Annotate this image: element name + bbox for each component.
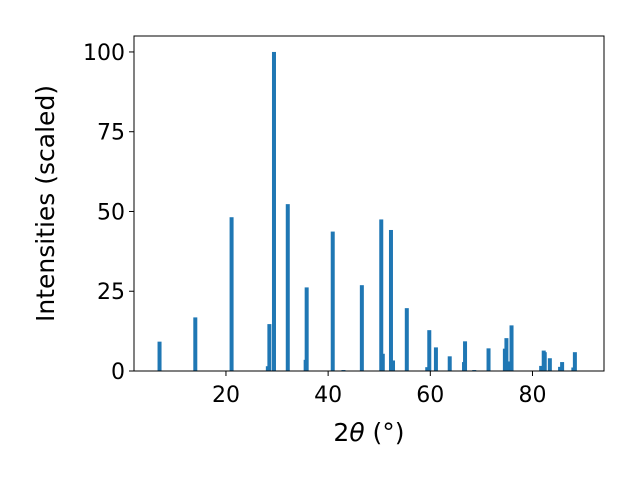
bar <box>486 348 491 371</box>
x-axis: 20 40 60 80 <box>212 371 546 408</box>
bar <box>539 365 544 371</box>
bar <box>304 287 309 371</box>
x-axis-label-unit: (°) <box>365 418 405 447</box>
bar <box>391 360 396 371</box>
bar <box>463 341 468 371</box>
bar <box>380 353 385 371</box>
bar <box>547 358 552 371</box>
y-tick-label: 0 <box>111 360 125 385</box>
x-tick-label: 60 <box>416 383 444 408</box>
y-tick-label: 50 <box>97 200 125 225</box>
y-tick-label: 25 <box>97 280 125 305</box>
bar <box>558 366 563 371</box>
bar <box>379 219 384 371</box>
plot-frame <box>133 35 605 372</box>
bar <box>560 362 565 371</box>
bar <box>330 231 335 371</box>
bar <box>229 217 234 371</box>
bar <box>504 338 509 371</box>
bar <box>542 352 547 371</box>
x-tick-label: 40 <box>314 383 342 408</box>
bar <box>157 341 162 371</box>
bar <box>388 229 393 371</box>
x-tick-label: 20 <box>212 383 240 408</box>
bar <box>271 51 276 371</box>
bar <box>433 347 438 371</box>
y-tick-label: 75 <box>97 121 125 146</box>
y-axis-label: Intensities (scaled) <box>31 85 60 322</box>
bar <box>425 367 430 371</box>
bars <box>157 51 577 371</box>
bar <box>193 317 198 371</box>
x-axis-label-symbol: θ <box>349 418 364 447</box>
x-tick-label: 80 <box>518 383 546 408</box>
bar <box>404 308 409 371</box>
bar <box>267 324 272 371</box>
bar <box>427 330 432 371</box>
bar <box>447 356 452 371</box>
x-axis-label-prefix: 2 <box>333 418 349 447</box>
bar <box>359 285 364 371</box>
x-axis-label: 2θ (°) <box>333 418 404 447</box>
y-tick-label: 100 <box>83 41 125 66</box>
bar <box>509 325 514 371</box>
y-axis: 0 25 50 75 100 <box>83 41 134 385</box>
bar <box>285 204 290 371</box>
bar <box>572 352 577 371</box>
